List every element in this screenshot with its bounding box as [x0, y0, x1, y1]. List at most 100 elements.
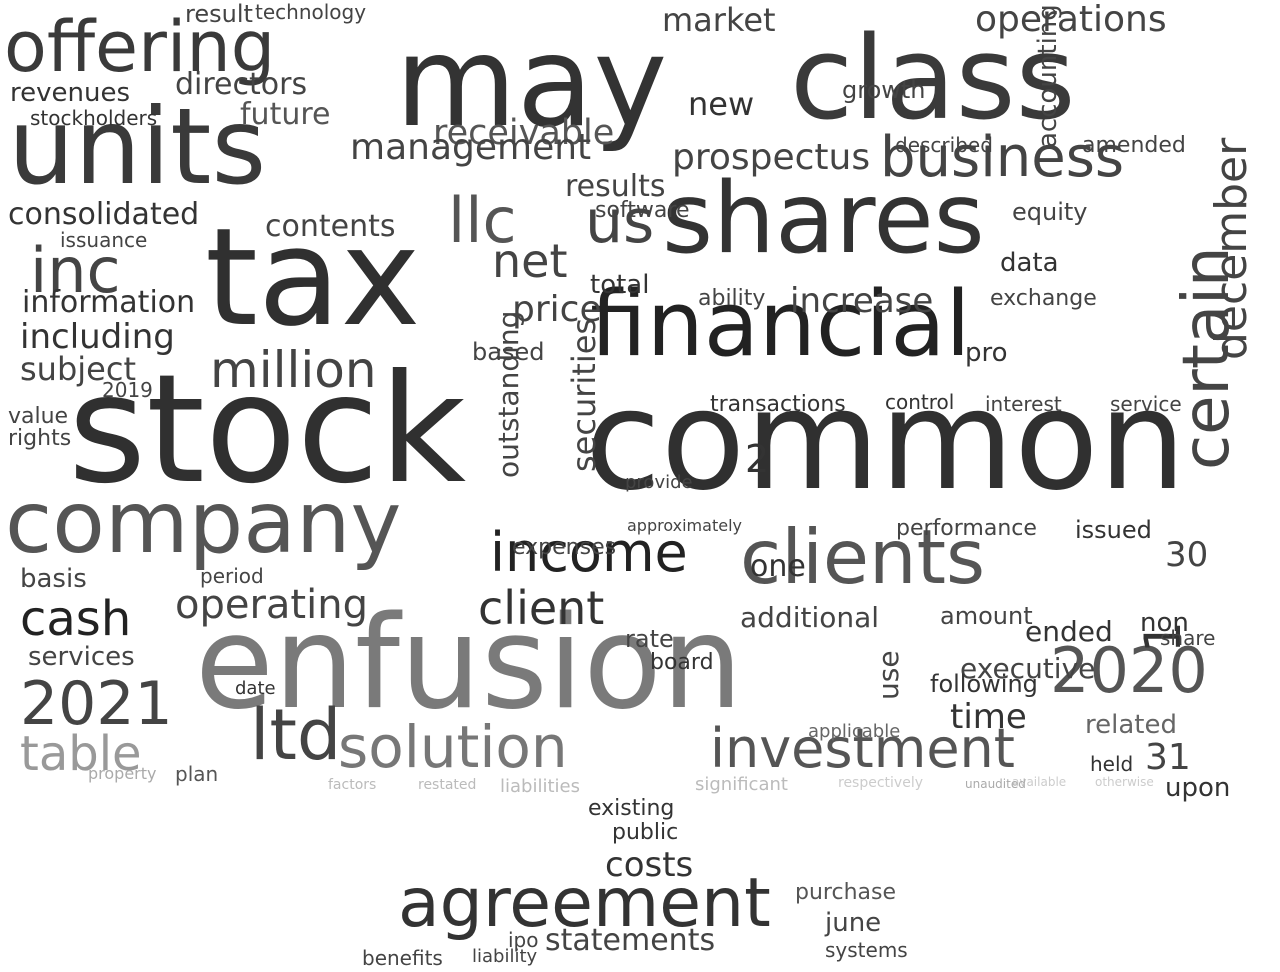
- cloud-word: prospectus: [672, 137, 871, 178]
- cloud-word: plan: [175, 762, 219, 786]
- cloud-word: restated: [418, 777, 477, 793]
- cloud-word: revenues: [10, 78, 130, 108]
- cloud-word: liabilities: [500, 776, 580, 797]
- cloud-word: june: [825, 908, 882, 938]
- cloud-word: available: [1012, 775, 1067, 789]
- cloud-word: following: [930, 670, 1038, 698]
- cloud-word: significant: [695, 774, 788, 795]
- cloud-word: time: [950, 697, 1027, 737]
- cloud-word: financial: [590, 272, 971, 377]
- cloud-word: future: [240, 97, 331, 132]
- cloud-word: purchase: [795, 880, 896, 905]
- cloud-word: new: [688, 85, 755, 123]
- cloud-word: liability: [472, 946, 538, 967]
- cloud-word: million: [210, 341, 377, 399]
- cloud-word: costs: [605, 845, 694, 885]
- cloud-word: clients: [740, 513, 986, 601]
- cloud-word: one: [750, 549, 806, 584]
- cloud-word: based: [472, 338, 545, 366]
- cloud-word: services: [28, 642, 135, 672]
- cloud-word: outstanding: [492, 310, 525, 478]
- cloud-word: non: [1140, 608, 1189, 638]
- cloud-word: total: [590, 270, 650, 300]
- cloud-word: company: [5, 473, 402, 573]
- cloud-word: property: [88, 764, 157, 783]
- cloud-word: respectively: [838, 775, 924, 791]
- cloud-word: may: [395, 10, 668, 155]
- cloud-word: share: [1160, 626, 1216, 650]
- cloud-word: net: [492, 234, 568, 288]
- cloud-word: otherwise: [1095, 775, 1154, 789]
- cloud-word: 2020: [1050, 634, 1208, 707]
- cloud-word: data: [1000, 248, 1059, 278]
- cloud-word: llc: [448, 184, 517, 257]
- cloud-word: increase: [790, 281, 934, 321]
- cloud-word: results: [565, 169, 666, 204]
- cloud-word: described: [895, 133, 993, 157]
- cloud-word: upon: [1165, 773, 1231, 803]
- cloud-word: result: [185, 0, 253, 28]
- cloud-word: growth: [842, 76, 926, 104]
- cloud-word: directors: [175, 67, 308, 102]
- cloud-word: management: [350, 127, 592, 168]
- cloud-word: systems: [825, 938, 908, 962]
- cloud-word: ability: [698, 286, 766, 311]
- cloud-word: date: [235, 678, 276, 699]
- cloud-word: stock: [68, 343, 467, 517]
- cloud-word: subject: [20, 350, 136, 388]
- cloud-word: including: [20, 317, 175, 357]
- cloud-word: expenses: [512, 535, 617, 560]
- cloud-word: enfusion: [195, 589, 743, 738]
- cloud-word: operations: [975, 0, 1167, 40]
- cloud-word: rights: [8, 426, 72, 451]
- cloud-word: 30: [1165, 535, 1209, 575]
- cloud-word: december: [1206, 137, 1257, 360]
- cloud-word: pro: [965, 338, 1008, 368]
- cloud-word: contents: [265, 209, 396, 244]
- cloud-word: issuance: [60, 228, 148, 252]
- cloud-word: software: [595, 198, 690, 223]
- cloud-word: related: [1085, 710, 1177, 740]
- cloud-word: technology: [255, 0, 367, 24]
- cloud-word: securities: [565, 317, 603, 472]
- cloud-word: existing: [588, 796, 675, 821]
- cloud-word: transactions: [710, 392, 846, 417]
- cloud-word: approximately: [627, 516, 742, 535]
- cloud-word: basis: [20, 564, 87, 594]
- cloud-word: information: [22, 285, 196, 320]
- cloud-word: ended: [1025, 615, 1113, 648]
- cloud-word: additional: [740, 601, 880, 634]
- cloud-word: agreement: [398, 864, 771, 943]
- cloud-word: period: [200, 564, 264, 588]
- cloud-word: interest: [985, 392, 1062, 416]
- cloud-word: benefits: [362, 946, 443, 970]
- cloud-word: income: [490, 521, 688, 584]
- cloud-word: tax: [205, 199, 421, 356]
- cloud-word: amount: [940, 602, 1033, 630]
- cloud-word: consolidated: [8, 197, 200, 232]
- cloud-word: client: [478, 581, 605, 635]
- cloud-word: price: [512, 289, 602, 330]
- cloud-word: 2021: [20, 669, 173, 739]
- cloud-word: shares: [662, 162, 985, 276]
- cloud-word: performance: [896, 516, 1037, 541]
- cloud-word: offering: [4, 6, 276, 88]
- cloud-word: business: [880, 125, 1125, 190]
- cloud-word: class: [790, 12, 1076, 146]
- cloud-word: provide: [625, 472, 693, 493]
- cloud-word: units: [8, 86, 267, 208]
- cloud-word: amended: [1082, 133, 1186, 158]
- cloud-word: operating: [175, 582, 368, 628]
- cloud-word: 31: [1145, 737, 1191, 778]
- cloud-word: accounting: [1033, 4, 1063, 148]
- cloud-word: receivable: [433, 113, 615, 153]
- cloud-word: public: [612, 820, 679, 845]
- cloud-word: cash: [20, 591, 132, 647]
- cloud-word: factors: [328, 777, 377, 793]
- cloud-word: rate: [625, 625, 674, 653]
- cloud-word: stockholders: [30, 106, 158, 130]
- cloud-word: exchange: [990, 286, 1097, 311]
- cloud-word: applicable: [808, 721, 901, 742]
- cloud-word: ltd: [250, 694, 342, 776]
